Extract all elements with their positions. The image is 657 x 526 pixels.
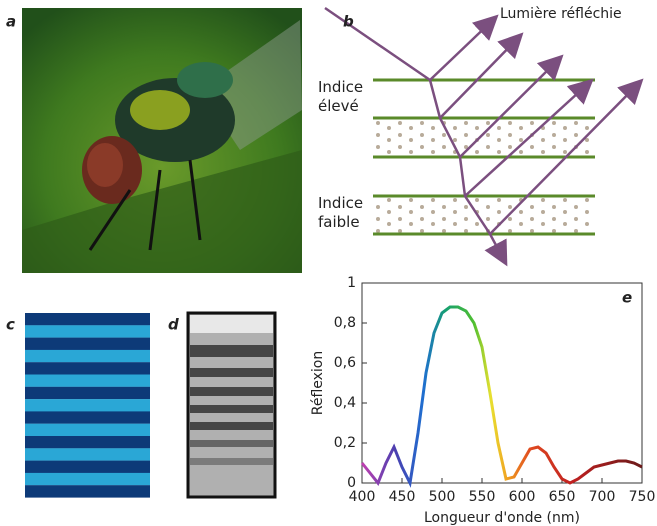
- y-tick-label: 1: [347, 275, 356, 291]
- layer: [25, 313, 150, 325]
- fly-photo: [22, 8, 302, 273]
- multilayer-model: [25, 313, 150, 498]
- x-tick-label: 650: [549, 489, 576, 505]
- x-tick-label: 400: [349, 489, 376, 505]
- diagram-label: Indice faible: [318, 194, 378, 232]
- tem-image: [188, 313, 275, 497]
- x-tick-label: 500: [429, 489, 456, 505]
- x-tick-label: 750: [629, 489, 656, 505]
- layer: [25, 473, 150, 485]
- layer: [25, 362, 150, 374]
- y-tick-label: 0,8: [334, 315, 356, 331]
- panel-label: b: [343, 13, 354, 31]
- layer: [25, 399, 150, 411]
- layer: [25, 325, 150, 337]
- diagram-label: Lumière réfléchie: [500, 6, 622, 22]
- layer: [25, 485, 150, 497]
- layer: [25, 424, 150, 436]
- layer: [25, 461, 150, 473]
- y-tick-label: 0,4: [334, 395, 356, 411]
- panel-label: e: [622, 289, 632, 307]
- layer: [25, 436, 150, 448]
- panel-label: c: [6, 316, 15, 334]
- x-tick-label: 450: [389, 489, 416, 505]
- layer: [25, 387, 150, 399]
- layer: [25, 375, 150, 387]
- x-tick-label: 600: [509, 489, 536, 505]
- figure: a b c d e Lumière réfléchie 00,20,40,60,…: [0, 0, 657, 526]
- reflectance-curve: [362, 307, 642, 483]
- x-tick-label: 700: [589, 489, 616, 505]
- layer: [25, 411, 150, 423]
- layer: [25, 448, 150, 460]
- diagram-label: Indice élevé: [318, 78, 378, 116]
- layer: [25, 338, 150, 350]
- y-axis-label: Réflexion: [310, 351, 326, 416]
- panel-label: d: [168, 316, 179, 334]
- y-tick-label: 0,2: [334, 435, 356, 451]
- plot-frame: [362, 283, 642, 483]
- layer: [25, 350, 150, 362]
- panel-label: a: [6, 13, 16, 31]
- x-axis-label: Longueur d'onde (nm): [424, 510, 580, 526]
- y-tick-label: 0,6: [334, 355, 356, 371]
- x-tick-label: 550: [469, 489, 496, 505]
